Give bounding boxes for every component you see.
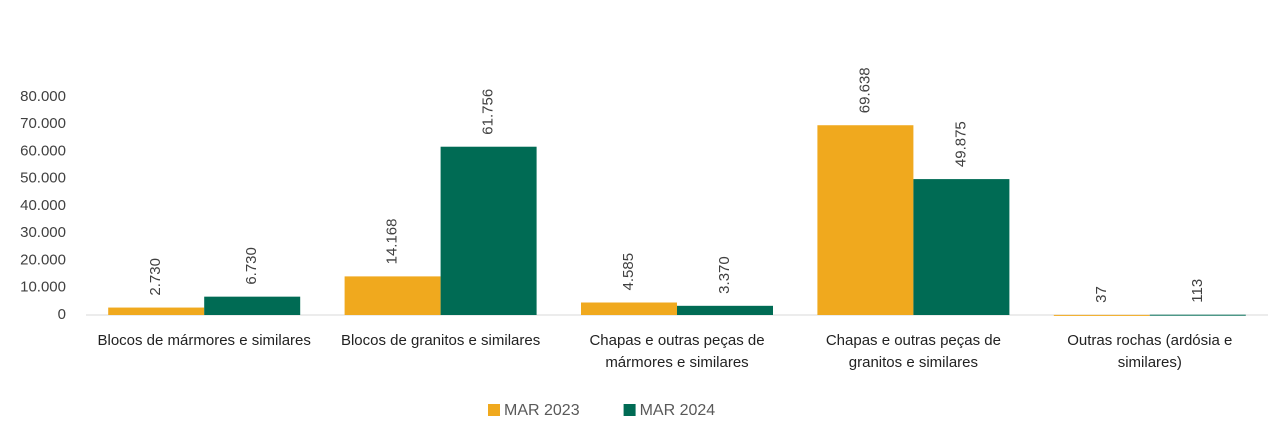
bar bbox=[344, 276, 441, 315]
data-label: 113 bbox=[1189, 279, 1206, 303]
y-tick-label: 0 bbox=[58, 306, 66, 323]
bar bbox=[817, 125, 914, 315]
y-tick-label: 20.000 bbox=[20, 251, 66, 268]
legend-label: MAR 2024 bbox=[640, 402, 716, 419]
bar bbox=[677, 305, 773, 315]
legend-swatch bbox=[623, 404, 636, 416]
y-tick-label: 70.000 bbox=[20, 115, 66, 132]
data-label: 37 bbox=[1093, 286, 1110, 303]
data-label: 6.730 bbox=[243, 247, 260, 285]
y-tick-label: 80.000 bbox=[20, 88, 66, 105]
x-tick-label: Blocos de mármores e similares bbox=[97, 332, 311, 349]
data-label: 14.168 bbox=[384, 219, 401, 265]
data-label: 49.875 bbox=[952, 121, 969, 167]
y-tick-label: 10.000 bbox=[20, 279, 66, 296]
y-tick-label: 60.000 bbox=[20, 142, 66, 159]
bar bbox=[1149, 314, 1246, 316]
bar bbox=[913, 179, 1010, 315]
x-tick-label: Blocos de granitos e similares bbox=[340, 332, 541, 349]
x-tick-label: Chapas e outras peças de mármores e simi… bbox=[589, 332, 765, 371]
legend-label: MAR 2023 bbox=[504, 402, 580, 419]
bar bbox=[108, 307, 205, 315]
bar bbox=[581, 302, 677, 315]
x-tick-label: Chapas e outras peças de granitos e simi… bbox=[825, 332, 1001, 371]
data-label: 3.370 bbox=[716, 256, 733, 294]
bar bbox=[440, 146, 537, 315]
legend-swatch bbox=[488, 404, 500, 416]
data-label: 4.585 bbox=[620, 253, 637, 291]
y-tick-label: 40.000 bbox=[20, 197, 66, 214]
bar bbox=[204, 296, 301, 315]
x-tick-label: Outras rochas (ardósia e similares) bbox=[1067, 332, 1233, 371]
data-label: 2.730 bbox=[147, 258, 164, 296]
y-tick-label: 50.000 bbox=[20, 170, 66, 187]
y-tick-label: 30.000 bbox=[20, 224, 66, 241]
data-label: 69.638 bbox=[856, 67, 873, 113]
bar bbox=[1053, 314, 1150, 316]
data-label: 61.756 bbox=[480, 89, 497, 135]
